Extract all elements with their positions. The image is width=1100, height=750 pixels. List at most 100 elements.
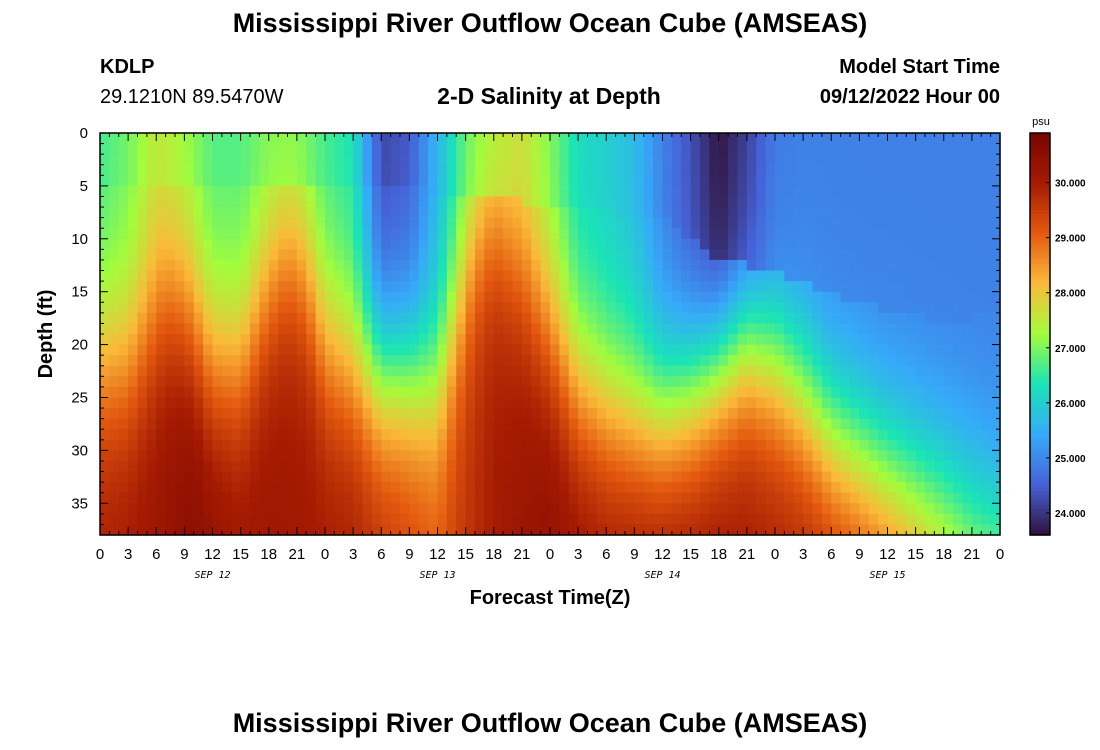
heatmap-cell: [250, 196, 260, 208]
heatmap-cell: [709, 471, 720, 483]
heatmap-cell: [184, 365, 195, 377]
heatmap-cell: [859, 418, 870, 430]
heatmap-cell: [587, 302, 598, 314]
heatmap-cell: [887, 397, 898, 409]
heatmap-cell: [737, 492, 748, 504]
heatmap-cell: [250, 143, 260, 155]
heatmap-cell: [315, 185, 326, 198]
heatmap-cell: [353, 270, 364, 282]
heatmap-cell: [971, 323, 982, 335]
heatmap-cell: [296, 185, 307, 198]
heatmap-cell: [100, 450, 110, 462]
heatmap-cell: [287, 281, 298, 293]
heatmap-cell: [925, 386, 935, 399]
heatmap-cell: [221, 154, 232, 166]
heatmap-cell: [718, 164, 729, 176]
heatmap-cell: [278, 513, 289, 526]
heatmap-cell: [850, 259, 860, 272]
heatmap-cell: [728, 259, 739, 272]
heatmap-cell: [568, 450, 579, 462]
heatmap-cell: [353, 185, 364, 198]
x-tick-label: 15: [232, 546, 249, 563]
heatmap-cell: [981, 196, 992, 208]
heatmap-cell: [381, 154, 392, 166]
heatmap-cell: [146, 429, 157, 441]
colorbar-segment: [1030, 166, 1050, 171]
heatmap-cell: [793, 217, 804, 229]
heatmap-cell: [775, 133, 785, 145]
heatmap-cell: [128, 524, 139, 536]
heatmap-cell: [643, 143, 654, 155]
heatmap-cell: [784, 302, 795, 314]
heatmap-cell: [109, 196, 120, 208]
heatmap-cell: [625, 450, 635, 462]
heatmap-cell: [315, 429, 326, 441]
heatmap-cell: [165, 291, 176, 303]
heatmap-cell: [456, 143, 467, 155]
heatmap-cell: [390, 450, 401, 462]
heatmap-cell: [859, 133, 870, 145]
heatmap-cell: [812, 513, 823, 526]
heatmap-cell: [484, 503, 495, 515]
heatmap-cell: [118, 133, 129, 145]
heatmap-cell: [700, 482, 710, 494]
colorbar-tick-label: 28.000: [1055, 289, 1086, 300]
heatmap-cell: [559, 259, 570, 272]
heatmap-cell: [540, 217, 551, 229]
heatmap-cell: [446, 270, 457, 282]
heatmap-cell: [896, 482, 907, 494]
heatmap-cell: [990, 503, 1001, 515]
heatmap-cell: [915, 439, 926, 451]
colorbar-segment: [1030, 213, 1050, 218]
heatmap-cell: [400, 365, 410, 377]
heatmap-cell: [325, 376, 335, 388]
heatmap-cell: [896, 154, 907, 166]
heatmap-cell: [606, 429, 617, 441]
heatmap-cell: [353, 386, 364, 399]
heatmap-cell: [934, 365, 945, 377]
heatmap-cell: [981, 365, 992, 377]
heatmap-cell: [653, 207, 664, 219]
heatmap-cell: [793, 460, 804, 473]
heatmap-cell: [268, 460, 279, 473]
colorbar-segment: [1030, 354, 1050, 359]
heatmap-cell: [943, 344, 954, 356]
heatmap-cell: [390, 312, 401, 325]
heatmap-cell: [268, 397, 279, 409]
heatmap-cell: [709, 365, 720, 377]
heatmap-cell: [784, 355, 795, 367]
colorbar-segment: [1030, 394, 1050, 399]
heatmap-cell: [746, 164, 757, 176]
heatmap-cell: [681, 312, 692, 325]
heatmap-cell: [962, 386, 973, 399]
heatmap-cell: [850, 133, 860, 145]
heatmap-cell: [306, 312, 317, 325]
heatmap-cell: [943, 164, 954, 176]
heatmap-cell: [606, 355, 617, 367]
heatmap-cell: [296, 386, 307, 399]
heatmap-cell: [212, 334, 223, 346]
heatmap-cell: [981, 133, 992, 145]
heatmap-cell: [812, 344, 823, 356]
heatmap-cell: [371, 143, 382, 155]
heatmap-cell: [212, 482, 223, 494]
heatmap-cell: [953, 312, 964, 325]
heatmap-cell: [615, 133, 626, 145]
heatmap-cell: [596, 207, 607, 219]
heatmap-cell: [587, 270, 598, 282]
heatmap-cell: [606, 334, 617, 346]
heatmap-cell: [578, 482, 589, 494]
heatmap-cell: [765, 143, 776, 155]
heatmap-cell: [746, 259, 757, 272]
heatmap-cell: [128, 355, 139, 367]
heatmap-cell: [906, 408, 917, 420]
heatmap-cell: [493, 291, 504, 303]
heatmap-cell: [737, 386, 748, 399]
heatmap-cell: [990, 312, 1001, 325]
heatmap-cell: [240, 154, 251, 166]
heatmap-cell: [765, 164, 776, 176]
heatmap-cell: [962, 249, 973, 261]
heatmap-cell: [887, 386, 898, 399]
heatmap-cell: [971, 249, 982, 261]
heatmap-cell: [728, 460, 739, 473]
